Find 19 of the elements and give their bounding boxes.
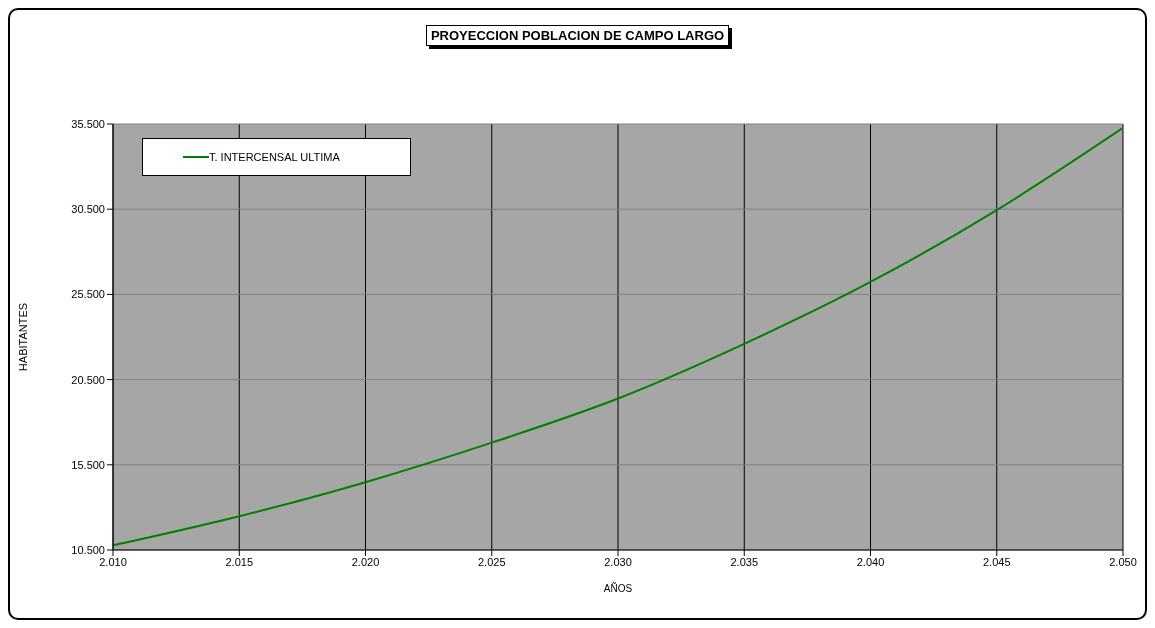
y-tick-label: 10.500 — [71, 543, 105, 556]
x-tick-label: 2.015 — [225, 555, 254, 568]
y-tick-label: 15.500 — [71, 458, 105, 471]
y-tick-label: 25.500 — [71, 288, 105, 301]
y-tick-label: 20.500 — [71, 373, 105, 386]
y-tick-label: 35.500 — [71, 117, 105, 130]
x-tick-label: 2.040 — [856, 555, 885, 568]
x-tick-label: 2.050 — [1109, 555, 1137, 568]
y-axis-title: HABITANTES — [16, 302, 29, 372]
chart-title: PROYECCION POBLACION DE CAMPO LARGO — [425, 25, 730, 46]
x-tick-label: 2.010 — [99, 555, 127, 568]
legend-label: T. INTERCENSAL ULTIMA — [209, 151, 340, 163]
y-tick-label: 30.500 — [71, 203, 105, 216]
x-tick-label: 2.025 — [477, 555, 506, 568]
x-tick-label: 2.030 — [604, 555, 632, 568]
x-tick-label: 2.035 — [730, 555, 759, 568]
x-tick-label: 2.020 — [351, 555, 380, 568]
x-tick-label: 2.045 — [982, 555, 1011, 568]
x-axis-title: AÑOS — [603, 582, 633, 594]
